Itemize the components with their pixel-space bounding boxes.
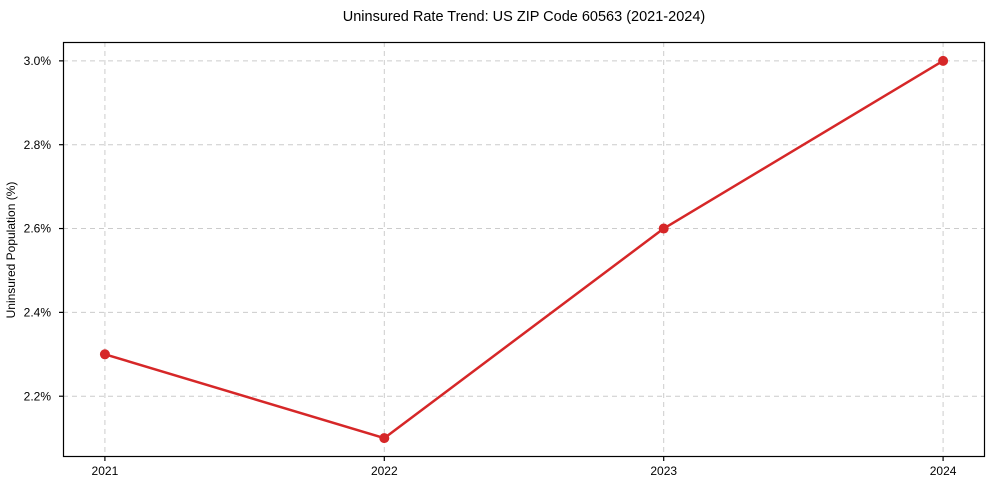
data-point xyxy=(938,55,949,66)
plot-area xyxy=(63,42,985,457)
x-tick-label: 2023 xyxy=(650,464,677,478)
axes-spines-and-ticks xyxy=(59,41,986,461)
tick-labels: 2021 2022 2023 2024 2.2% 2.4% 2.6% 2.8% 3.0% xyxy=(24,54,957,478)
gridlines xyxy=(63,42,985,457)
y-axis-label: Uninsured Population (%) xyxy=(4,182,18,319)
data-point xyxy=(99,349,110,360)
x-tick-label: 2021 xyxy=(92,464,119,478)
y-tick-label: 2.4% xyxy=(24,306,52,320)
x-tick-label: 2022 xyxy=(371,464,398,478)
plot-border xyxy=(62,41,986,458)
data-point xyxy=(658,223,669,234)
y-tick-label: 3.0% xyxy=(24,54,52,68)
trend-line-series xyxy=(99,55,949,444)
x-tick-label: 2024 xyxy=(930,464,957,478)
y-tick-label: 2.8% xyxy=(24,138,52,152)
chart-title: Uninsured Rate Trend: US ZIP Code 60563 … xyxy=(343,9,705,25)
data-point xyxy=(379,433,390,444)
y-tick-label: 2.2% xyxy=(24,389,52,403)
y-tick-label: 2.6% xyxy=(24,222,52,236)
trend-line-path xyxy=(103,59,945,440)
